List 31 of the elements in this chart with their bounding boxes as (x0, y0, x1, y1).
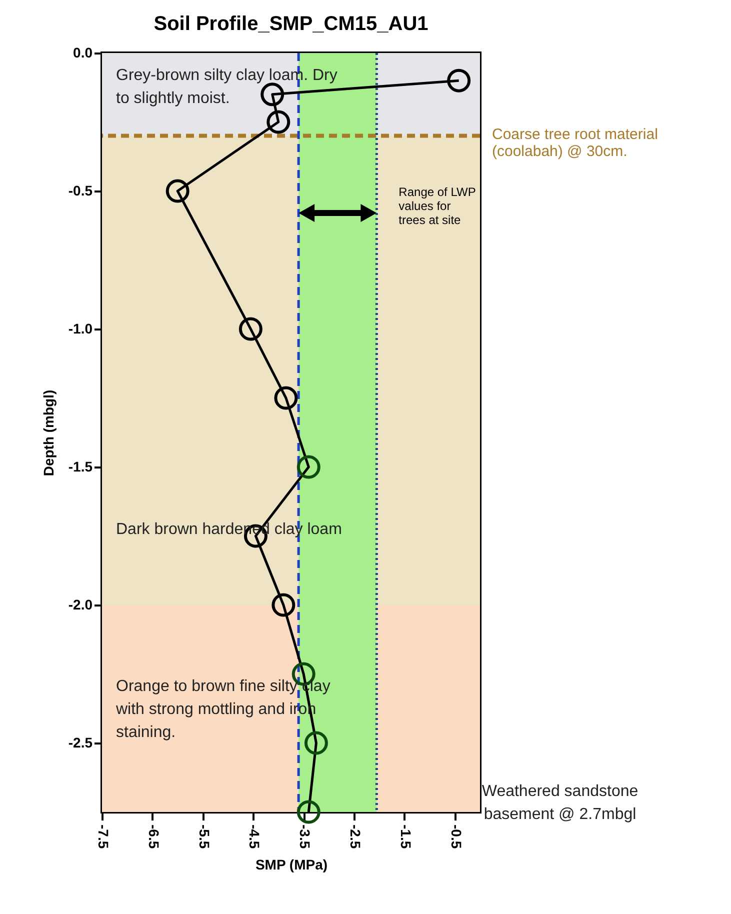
point (304, 731, 328, 755)
x-tick-label: -3.5 (297, 824, 314, 849)
annotation: Grey-brown silty clay loam. Dry to slightly moist. (116, 67, 338, 107)
point (272, 593, 296, 617)
x-tick-label: -1.5 (398, 824, 414, 849)
point (166, 179, 190, 203)
x-tick-label: -5.5 (196, 824, 212, 849)
point (238, 317, 262, 341)
point (447, 68, 471, 92)
point (260, 82, 284, 106)
ref-line-label: Coarse tree root material (coolabah) @ 30cm. (492, 126, 658, 160)
x-tick-label: -6.5 (146, 824, 162, 849)
x-tick-label: -0.5 (448, 824, 464, 849)
point (266, 110, 290, 134)
x-tick-label: -2.5 (348, 824, 364, 849)
text: Weathered sandstone basement @ 2.7mbgl (482, 783, 638, 823)
x-tick-label: -4.5 (246, 824, 263, 849)
y-tick-label: -1.5 (68, 458, 93, 474)
x-axis-title: SMP (MPa) (255, 856, 328, 873)
y-tick-label: -0.5 (68, 182, 93, 198)
y-tick-label: -1.0 (68, 320, 93, 336)
y-tick-label: 0.0 (73, 44, 93, 60)
y-tick-label: -2.0 (68, 596, 93, 612)
point (296, 800, 320, 824)
chart-title: Soil Profile_SMP_CM15_AU1 (154, 13, 428, 35)
y-axis-title: Depth (mbgl) (40, 390, 56, 476)
x-tick-label: -7.5 (96, 824, 112, 849)
point (274, 386, 298, 410)
y-tick-label: -2.5 (68, 734, 93, 750)
band-label: Range of LWP values for trees at site (398, 185, 476, 227)
point (296, 455, 320, 479)
